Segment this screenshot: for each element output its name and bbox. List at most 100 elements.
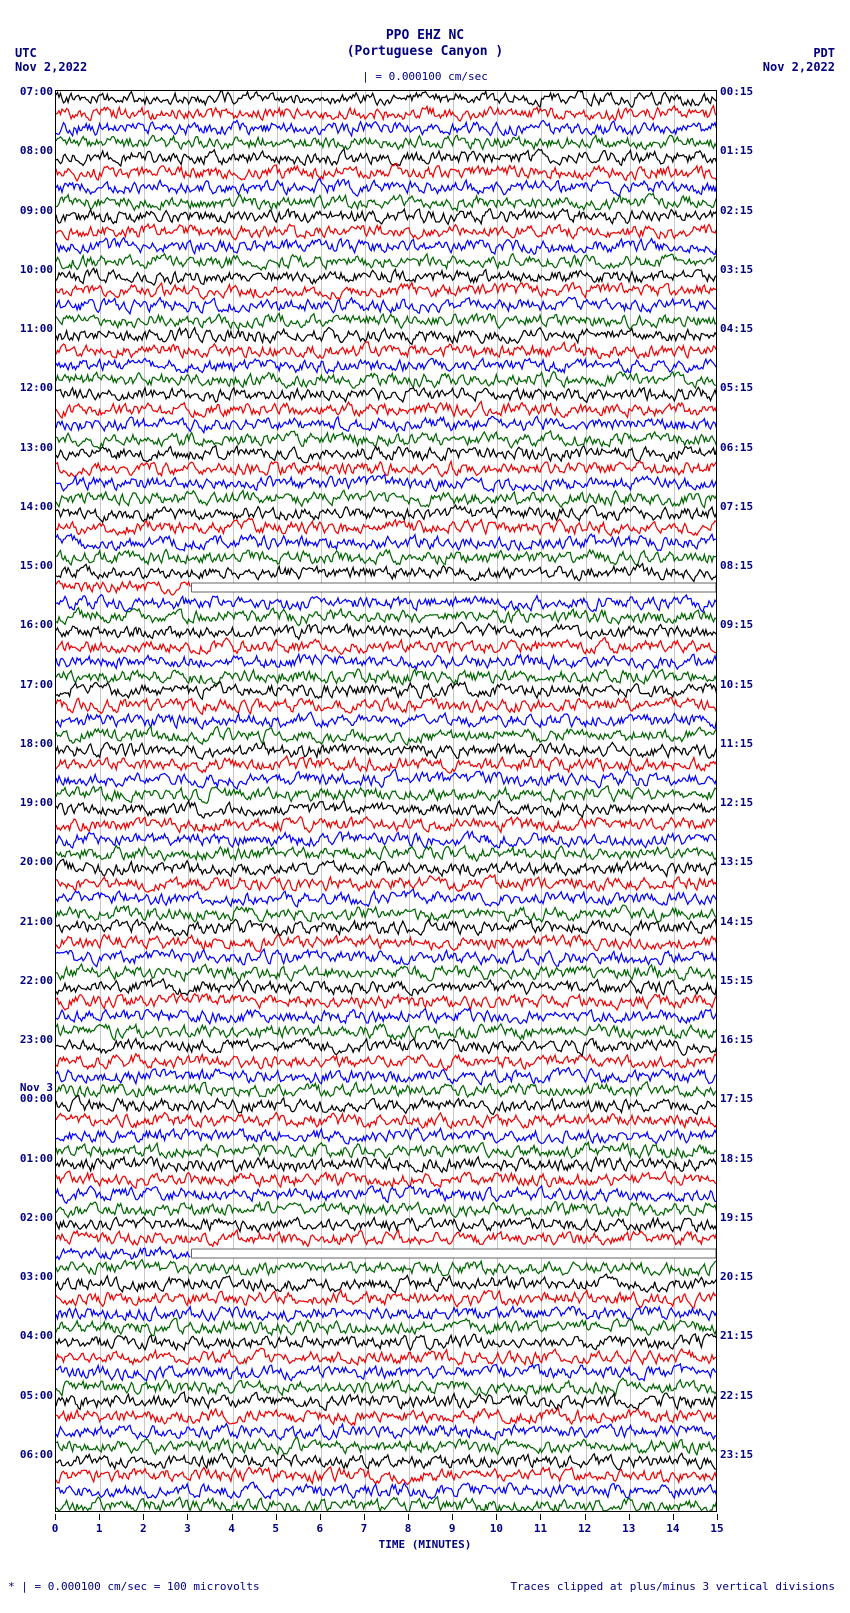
trace-row: [56, 165, 717, 180]
trace-row: [56, 254, 717, 269]
utc-time-label: 03:00: [3, 1270, 53, 1283]
utc-time-label: 22:00: [3, 974, 53, 987]
pdt-time-label: 20:15: [720, 1270, 770, 1283]
x-tick: [673, 1514, 674, 1520]
utc-time-label: 12:00: [3, 381, 53, 394]
trace-row: [56, 654, 717, 669]
x-tick-label: 8: [405, 1522, 412, 1535]
trace-row: [56, 1306, 717, 1321]
pdt-time-label: 19:15: [720, 1211, 770, 1224]
x-tick-label: 9: [449, 1522, 456, 1535]
pdt-tz-label: PDT: [813, 46, 835, 60]
x-tick: [276, 1514, 277, 1520]
trace-row: [56, 1424, 717, 1439]
x-tick-label: 13: [622, 1522, 635, 1535]
trace-row: [56, 1498, 717, 1512]
trace-row: [56, 1409, 717, 1424]
utc-time-label: 17:00: [3, 678, 53, 691]
plot-header: PPO EHZ NC (Portuguese Canyon ): [0, 28, 850, 59]
trace-row: [56, 624, 717, 639]
x-tick: [320, 1514, 321, 1520]
pdt-time-label: 10:15: [720, 678, 770, 691]
trace-row: [56, 1335, 717, 1350]
utc-time-label: 18:00: [3, 737, 53, 750]
station-location: (Portuguese Canyon ): [0, 44, 850, 60]
trace-row: [56, 1365, 717, 1380]
pdt-time-label: 03:15: [720, 263, 770, 276]
trace-row: [56, 447, 717, 462]
trace-row: [56, 1232, 717, 1247]
x-tick: [717, 1514, 718, 1520]
trace-row: [56, 298, 717, 313]
utc-time-label: 23:00: [3, 1033, 53, 1046]
utc-time-label: 04:00: [3, 1329, 53, 1342]
x-tick-label: 12: [578, 1522, 591, 1535]
utc-time-label: 19:00: [3, 796, 53, 809]
trace-row: [56, 832, 717, 847]
x-tick-label: 15: [710, 1522, 723, 1535]
trace-row: [56, 728, 717, 743]
pdt-time-label: 01:15: [720, 144, 770, 157]
x-tick: [99, 1514, 100, 1520]
trace-row: [56, 698, 717, 713]
x-tick-label: 10: [490, 1522, 503, 1535]
pdt-time-label: 15:15: [720, 974, 770, 987]
x-tick: [187, 1514, 188, 1520]
trace-row: [56, 550, 717, 565]
pdt-time-label: 06:15: [720, 441, 770, 454]
trace-row: [56, 1320, 717, 1335]
trace-row: [56, 1158, 717, 1173]
pdt-time-label: 22:15: [720, 1389, 770, 1402]
trace-row: [56, 639, 717, 654]
x-tick: [55, 1514, 56, 1520]
trace-row: [56, 91, 717, 106]
utc-time-label: 21:00: [3, 915, 53, 928]
x-tick-label: 14: [666, 1522, 679, 1535]
trace-row: [56, 210, 717, 225]
trace-row: [56, 343, 717, 358]
utc-tz-label: UTC: [15, 46, 37, 60]
station-id: PPO EHZ NC: [0, 28, 850, 44]
trace-row: [56, 195, 717, 210]
trace-row: [56, 224, 717, 239]
trace-row: [56, 239, 717, 254]
trace-row: [56, 950, 717, 965]
trace-row: [56, 965, 717, 980]
x-tick: [540, 1514, 541, 1520]
x-tick-label: 4: [228, 1522, 235, 1535]
utc-time-label: 11:00: [3, 322, 53, 335]
pdt-time-label: 14:15: [720, 915, 770, 928]
trace-row: [56, 1217, 717, 1232]
pdt-time-label: 13:15: [720, 855, 770, 868]
trace-row: [56, 861, 717, 876]
trace-row: [56, 535, 717, 550]
pdt-time-label: 16:15: [720, 1033, 770, 1046]
trace-row: [56, 1276, 717, 1291]
trace-row: [56, 980, 717, 995]
trace-row: [56, 876, 717, 891]
trace-row: [56, 1261, 717, 1276]
x-tick-label: 3: [184, 1522, 191, 1535]
trace-row: [56, 1039, 717, 1054]
x-tick-label: 1: [96, 1522, 103, 1535]
trace-row: [56, 1009, 717, 1024]
x-tick: [629, 1514, 630, 1520]
utc-time-label: 13:00: [3, 441, 53, 454]
trace-row: [56, 521, 717, 536]
trace-row: [56, 1202, 717, 1217]
trace-row: [56, 891, 717, 906]
trace-row: [56, 995, 717, 1010]
trace-row: [56, 491, 717, 506]
trace-row: [56, 669, 717, 684]
trace-row: [56, 1054, 717, 1069]
trace-row: [56, 1024, 717, 1039]
trace-row: [56, 402, 717, 417]
trace-row: [56, 935, 717, 950]
utc-time-label: 10:00: [3, 263, 53, 276]
trace-row: [56, 1128, 717, 1143]
scale-note: | = 0.000100 cm/sec: [0, 70, 850, 83]
trace-row: [56, 1143, 717, 1158]
trace-row: [56, 906, 717, 921]
pdt-time-label: 12:15: [720, 796, 770, 809]
footer-clip-note: Traces clipped at plus/minus 3 vertical …: [510, 1580, 835, 1593]
